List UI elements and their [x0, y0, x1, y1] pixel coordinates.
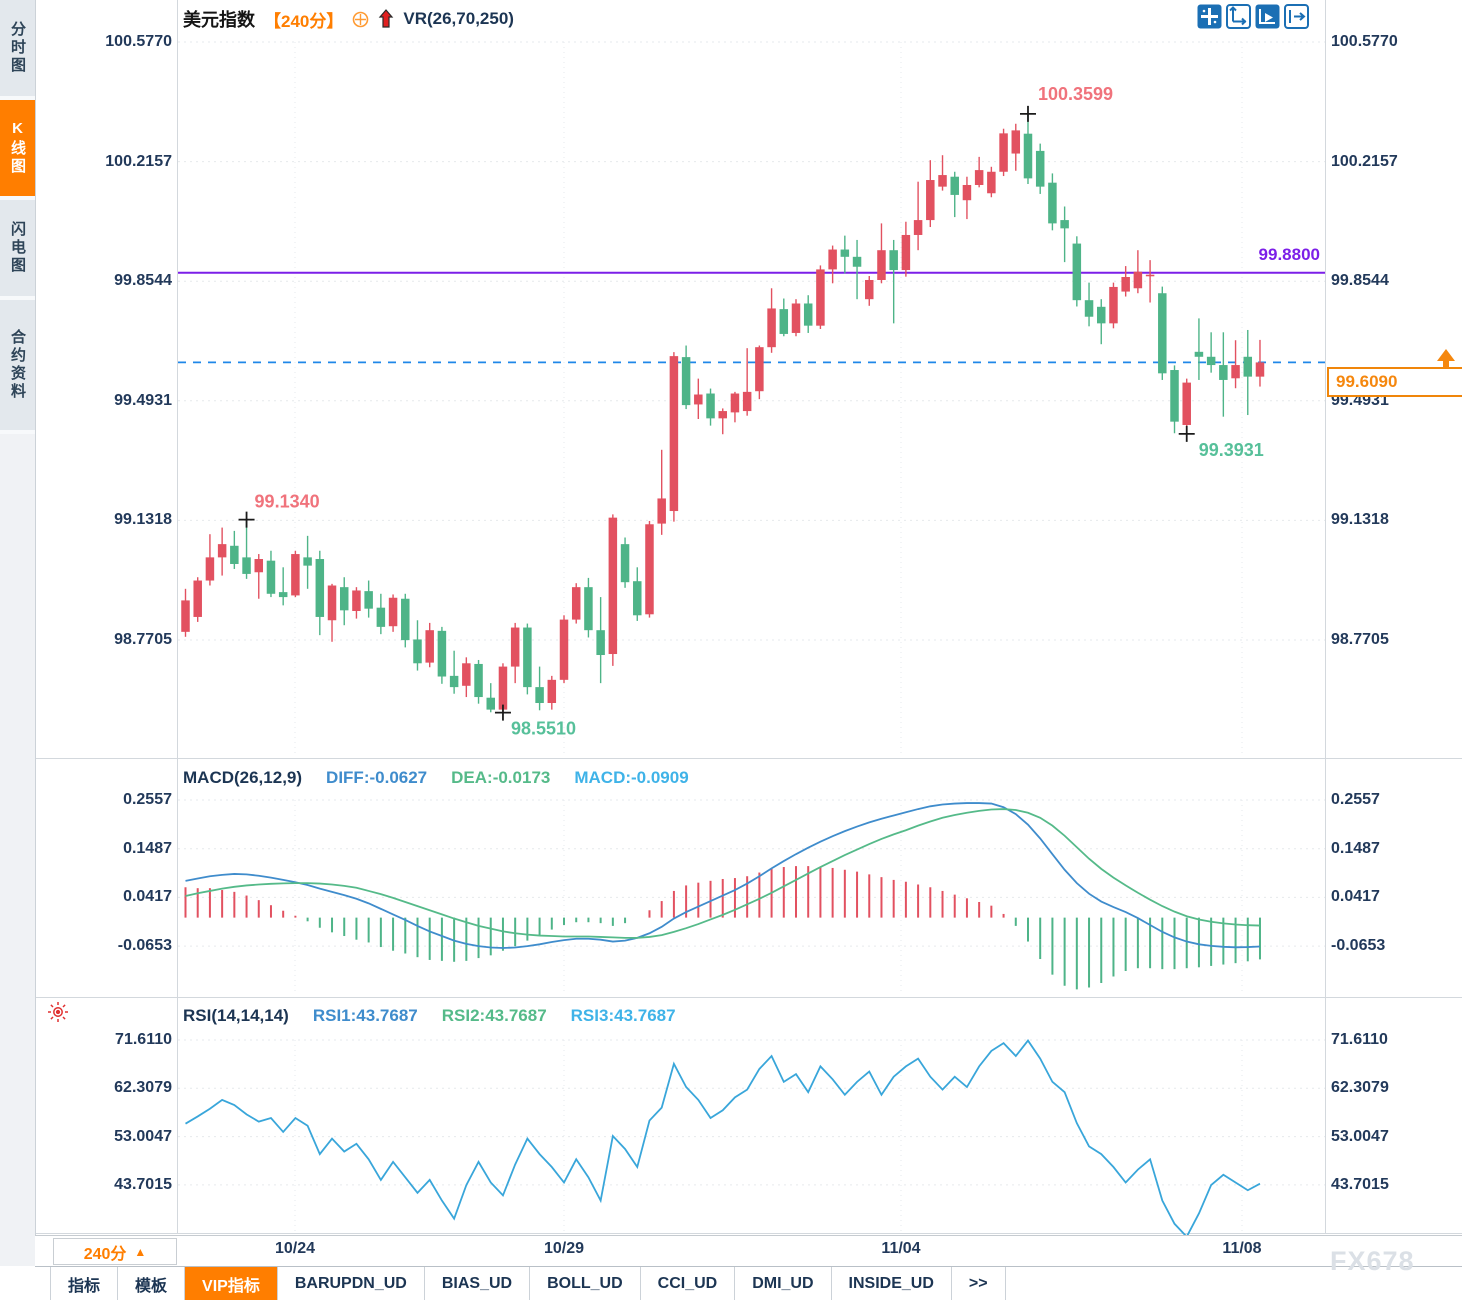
- bottom-tab-4[interactable]: BARUPDN_UD: [278, 1267, 425, 1300]
- bottom-tab-3[interactable]: VIP指标: [185, 1267, 278, 1300]
- x-axis-date: 11/08: [1222, 1240, 1262, 1257]
- symbol-title: 美元指数: [183, 10, 255, 30]
- y-axis-label: 71.6110: [1331, 1031, 1388, 1048]
- x-axis-date: 10/24: [274, 1240, 316, 1257]
- crosshair-move-icon[interactable]: [1197, 4, 1222, 34]
- chart-toolbar: [1197, 4, 1309, 34]
- annotation-label: 99.1340: [255, 492, 320, 512]
- y-axis-label: 99.4931: [114, 391, 172, 409]
- y-axis-label: 100.2157: [1331, 152, 1398, 170]
- rsi-title: RSI(14,14,14): [183, 1006, 289, 1025]
- y-axis-label: 99.8544: [114, 272, 172, 290]
- x-axis-date: 10/29: [543, 1240, 585, 1257]
- y-axis-label: 0.1487: [1331, 839, 1380, 857]
- y-axis-label: 100.5770: [1331, 33, 1398, 50]
- macd-hist-value: MACD:-0.0909: [574, 768, 689, 787]
- y-axis-label: 0.1487: [123, 839, 172, 857]
- y-axis-label: -0.0653: [1331, 937, 1386, 955]
- add-indicator-circle-icon[interactable]: [352, 11, 369, 28]
- rsi1-value: RSI1:43.7687: [312, 1006, 418, 1025]
- macd-header: MACD(26,12,9) DIFF:-0.0627 DEA:-0.0173 M…: [183, 768, 689, 788]
- price-up-arrow-icon: [1437, 349, 1455, 361]
- bottom-tab-6[interactable]: BOLL_UD: [530, 1267, 641, 1300]
- macd-title: MACD(26,12,9): [183, 768, 303, 787]
- axis-zoom-icon[interactable]: [1226, 4, 1251, 34]
- annotation-label: 98.5510: [511, 719, 576, 739]
- period-up-arrow-icon: ▲: [134, 1244, 147, 1259]
- pan-right-icon[interactable]: [1284, 4, 1309, 34]
- bottom-tab-9[interactable]: INSIDE_UD: [832, 1267, 952, 1300]
- y-axis-label: 99.1318: [1331, 511, 1389, 529]
- price-annotations: 99.1340 98.5510 100.3599 99.3931: [238, 84, 1264, 739]
- bottom-tab-5[interactable]: BIAS_UD: [425, 1267, 531, 1300]
- y-axis-label: 43.7015: [114, 1175, 172, 1193]
- indicator-tab-bar: 指标 模板 VIP指标 BARUPDN_UD BIAS_UD BOLL_UD CCI_UD D…: [35, 1266, 1462, 1300]
- y-axis-label: 100.2157: [105, 152, 172, 170]
- period-selector[interactable]: 240分 ▲: [53, 1238, 177, 1265]
- y-axis-label: 0.0417: [123, 888, 172, 906]
- rsi-header: RSI(14,14,14) RSI1:43.7687 RSI2:43.7687 …: [183, 1006, 676, 1026]
- price-up-arrow-stem: [1443, 360, 1449, 368]
- watermark: FX678: [1330, 1246, 1415, 1276]
- left-sidebar: 分时图 K线图 闪电图 合约资料: [0, 0, 36, 1266]
- bottom-tab-8[interactable]: DMI_UD: [735, 1267, 832, 1300]
- period-selector-label: 240分: [83, 1245, 127, 1263]
- sidebar-tab-4[interactable]: 合约资料: [0, 300, 35, 434]
- bottom-tab-10[interactable]: >>: [952, 1267, 1006, 1300]
- bottom-tab-7[interactable]: CCI_UD: [641, 1267, 736, 1300]
- x-axis-date: 11/04: [881, 1240, 921, 1257]
- y-axis-label: 43.7015: [1331, 1175, 1389, 1193]
- time-axis: [35, 1235, 1462, 1268]
- macd-dea-line: [185, 808, 1261, 939]
- y-axis-label: 98.7705: [114, 631, 172, 648]
- rsi3-value: RSI3:43.7687: [570, 1006, 676, 1025]
- purple-level-label: 99.8800: [1258, 245, 1320, 264]
- y-axis-label: 0.2557: [123, 791, 172, 808]
- rsi-settings-sun-icon[interactable]: [47, 1001, 69, 1028]
- macd-diff-value: DIFF:-0.0627: [326, 768, 428, 787]
- macd-plot: [184, 802, 1261, 990]
- vr-indicator-label: VR(26,70,250): [403, 9, 514, 28]
- annotation-label: 100.3599: [1038, 84, 1113, 104]
- y-axis-label: 53.0047: [1331, 1127, 1389, 1145]
- bottom-tab-2[interactable]: 模板: [118, 1267, 186, 1300]
- bottom-tab-1[interactable]: 指标: [50, 1267, 119, 1300]
- candles: [181, 113, 1265, 713]
- y-axis-label: 0.2557: [1331, 791, 1380, 808]
- y-axis-label: 100.5770: [105, 33, 172, 50]
- y-axis-label: 99.8544: [1331, 272, 1389, 290]
- rsi2-value: RSI2:43.7687: [441, 1006, 547, 1025]
- y-axis-label: 62.3079: [114, 1079, 172, 1097]
- chart-title-row: 美元指数 【240分】 VR(26,70,250): [183, 6, 514, 32]
- y-axis-label: 71.6110: [115, 1031, 172, 1048]
- y-axis-label: 99.1318: [114, 511, 172, 529]
- macd-diff-line: [185, 802, 1261, 949]
- y-axis-label: 0.0417: [1331, 888, 1380, 906]
- period-label[interactable]: 【240分】: [264, 11, 344, 31]
- y-axis-label: -0.0653: [117, 937, 172, 955]
- y-axis-label: 98.7705: [1331, 631, 1389, 648]
- rsi-line: [185, 1039, 1261, 1239]
- red-up-arrow-icon: [378, 9, 394, 29]
- sidebar-tab-1[interactable]: 分时图: [0, 0, 35, 100]
- current-price-badge: 99.6090: [1327, 367, 1462, 397]
- y-axis-label: 53.0047: [114, 1127, 172, 1145]
- y-axis-label: 62.3079: [1331, 1079, 1389, 1097]
- sidebar-tab-2[interactable]: K线图: [0, 100, 35, 200]
- axis-play-icon[interactable]: [1255, 4, 1280, 34]
- annotation-label: 99.3931: [1199, 440, 1264, 460]
- macd-dea-value: DEA:-0.0173: [451, 768, 551, 787]
- sidebar-tab-3[interactable]: 闪电图: [0, 200, 35, 300]
